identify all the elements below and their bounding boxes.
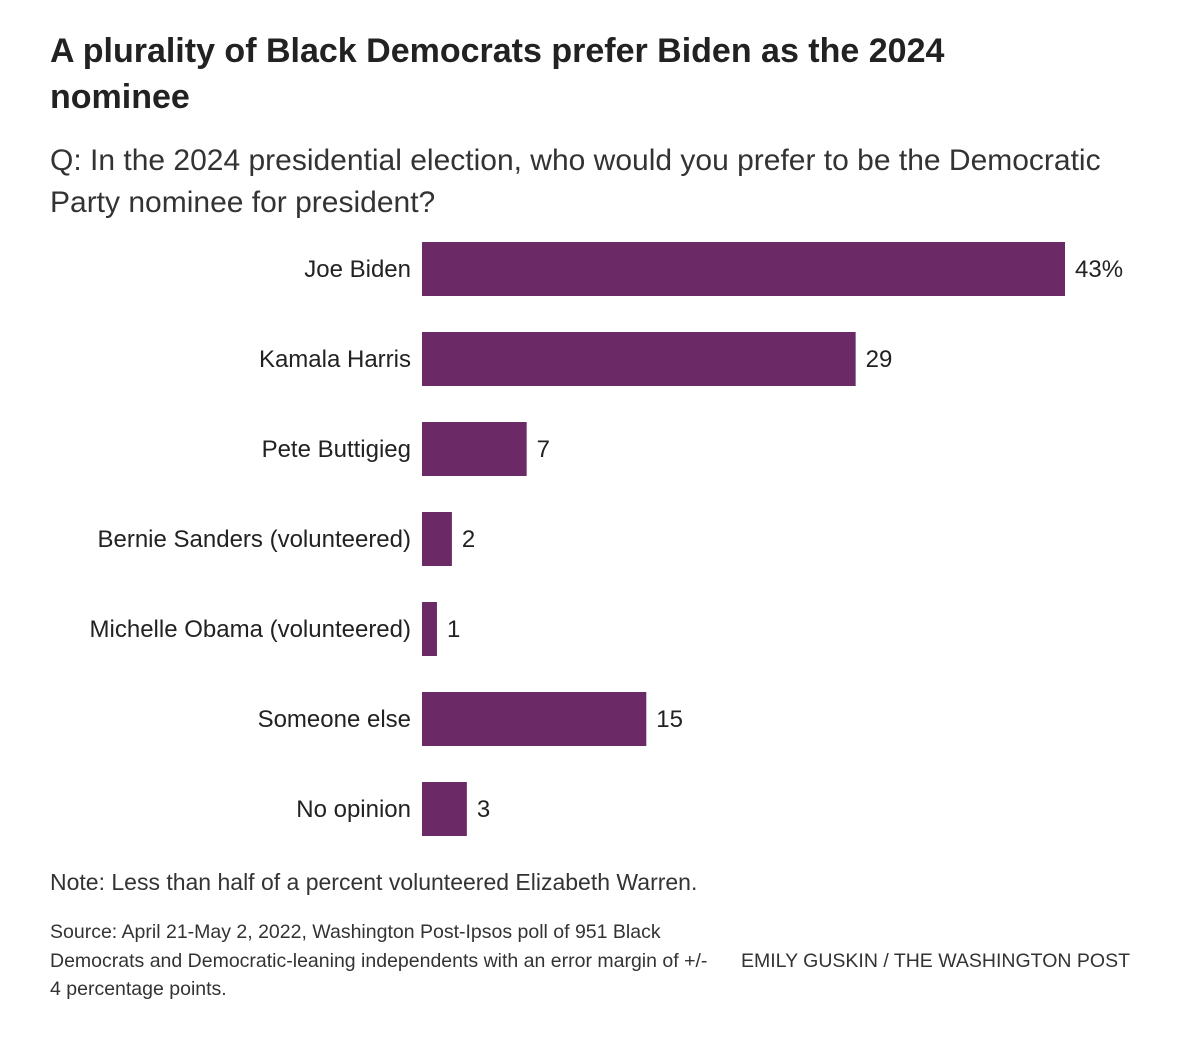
value-label: 1 bbox=[447, 616, 460, 643]
bar bbox=[422, 512, 452, 566]
category-label: Someone else bbox=[258, 706, 411, 733]
category-label: Pete Buttigieg bbox=[262, 436, 411, 463]
value-label: 43% bbox=[1075, 256, 1123, 283]
category-label: Michelle Obama (volunteered) bbox=[90, 616, 411, 643]
value-label: 2 bbox=[462, 526, 475, 553]
category-label: Kamala Harris bbox=[259, 346, 411, 373]
value-label: 15 bbox=[656, 706, 683, 733]
bar bbox=[422, 242, 1065, 296]
chart-credit: EMILY GUSKIN / THE WASHINGTON POST bbox=[741, 950, 1130, 972]
category-label: Joe Biden bbox=[304, 256, 411, 283]
chart-title: A plurality of Black Democrats prefer Bi… bbox=[50, 32, 945, 116]
bar bbox=[422, 602, 437, 656]
bar-chart: Joe Biden 43% Kamala Harris 29 Pete Buttigie… bbox=[90, 242, 1123, 836]
chart-subtitle: Q: In the 2024 presidential election, wh… bbox=[50, 144, 1101, 219]
bar bbox=[422, 782, 467, 836]
category-label: Bernie Sanders (volunteered) bbox=[97, 526, 411, 553]
value-label: 7 bbox=[537, 436, 550, 463]
bar bbox=[422, 332, 856, 386]
bar bbox=[422, 422, 527, 476]
value-label: 29 bbox=[866, 346, 893, 373]
chart-note: Note: Less than half of a percent volunt… bbox=[50, 869, 698, 895]
value-label: 3 bbox=[477, 796, 490, 823]
bar bbox=[422, 692, 647, 746]
category-label: No opinion bbox=[296, 796, 411, 823]
chart-source: Source: April 21-May 2, 2022, Washington… bbox=[50, 921, 708, 1000]
